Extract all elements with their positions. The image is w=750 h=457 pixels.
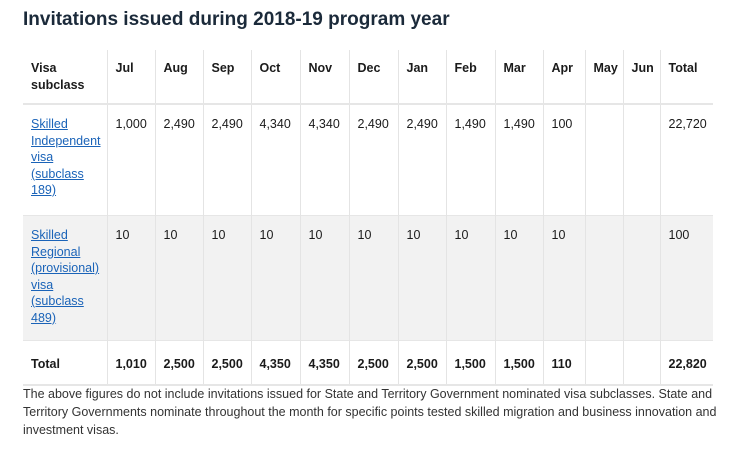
row-label-cell: Skilled Independent visa (subclass 189) bbox=[23, 104, 108, 216]
table-cell: 10 bbox=[495, 215, 544, 341]
table-cell: 2,490 bbox=[349, 104, 399, 216]
invitations-table: Visa subclass Jul Aug Sep Oct Nov Dec Ja… bbox=[23, 50, 713, 386]
total-label: Total bbox=[23, 340, 108, 385]
table-cell: 10 bbox=[446, 215, 496, 341]
table-cell bbox=[623, 104, 661, 216]
table-cell: 10 bbox=[300, 215, 350, 341]
total-cell: 1,500 bbox=[446, 340, 496, 385]
table-cell: 2,490 bbox=[155, 104, 204, 216]
col-header-dec: Dec bbox=[349, 50, 399, 104]
table-cell bbox=[585, 104, 624, 216]
table-cell: 10 bbox=[543, 215, 586, 341]
table-cell: 1,490 bbox=[495, 104, 544, 216]
row-label-cell: Skilled Regional (provisional) visa (sub… bbox=[23, 215, 108, 341]
page-title: Invitations issued during 2018-19 progra… bbox=[23, 9, 450, 30]
total-cell: 4,350 bbox=[251, 340, 301, 385]
table-cell: 2,490 bbox=[398, 104, 447, 216]
total-row: Total 1,010 2,500 2,500 4,350 4,350 2,50… bbox=[23, 340, 713, 385]
table-cell bbox=[585, 215, 624, 341]
table-cell: 10 bbox=[155, 215, 204, 341]
table-cell: 10 bbox=[251, 215, 301, 341]
total-cell: 2,500 bbox=[155, 340, 204, 385]
col-header-jun: Jun bbox=[623, 50, 661, 104]
col-header-visa-subclass: Visa subclass bbox=[23, 50, 108, 104]
col-header-total: Total bbox=[668, 61, 698, 75]
total-cell: 1,010 bbox=[107, 340, 156, 385]
total-cell: 4,350 bbox=[300, 340, 350, 385]
total-cell bbox=[623, 340, 661, 385]
table-cell: 100 bbox=[660, 215, 713, 341]
col-header-jan: Jan bbox=[398, 50, 447, 104]
visa-189-link[interactable]: Skilled Independent visa (subclass 189) bbox=[31, 117, 101, 197]
col-header-aug: Aug bbox=[155, 50, 204, 104]
col-header-jul: Jul bbox=[107, 50, 156, 104]
total-cell: 110 bbox=[543, 340, 586, 385]
footnote: The above figures do not include invitat… bbox=[23, 387, 717, 437]
table-cell: 4,340 bbox=[300, 104, 350, 216]
table-row: Skilled Regional (provisional) visa (sub… bbox=[23, 215, 713, 341]
col-header-nov: Nov bbox=[300, 50, 350, 104]
col-header-apr: Apr bbox=[543, 50, 586, 104]
table-cell: 4,340 bbox=[251, 104, 301, 216]
header-row: Visa subclass Jul Aug Sep Oct Nov Dec Ja… bbox=[23, 50, 713, 104]
table-cell: 10 bbox=[203, 215, 252, 341]
total-cell: 2,500 bbox=[398, 340, 447, 385]
total-cell: 1,500 bbox=[495, 340, 544, 385]
table-cell: 10 bbox=[398, 215, 447, 341]
table-cell bbox=[623, 215, 661, 341]
table-cell: 10 bbox=[107, 215, 156, 341]
table-cell: 1,490 bbox=[446, 104, 496, 216]
table-cell: 22,720 bbox=[668, 117, 707, 131]
col-header-mar: Mar bbox=[495, 50, 544, 104]
table-cell: 100 bbox=[543, 104, 586, 216]
col-header-sep: Sep bbox=[203, 50, 252, 104]
table-cell: 1,000 bbox=[107, 104, 156, 216]
total-cell: 2,500 bbox=[349, 340, 399, 385]
table-row: Skilled Independent visa (subclass 189) … bbox=[23, 104, 713, 216]
table-cell: 10 bbox=[349, 215, 399, 341]
table-cell: 2,490 bbox=[203, 104, 252, 216]
total-cell bbox=[585, 340, 624, 385]
total-cell: 2,500 bbox=[203, 340, 252, 385]
col-header-may: May bbox=[585, 50, 624, 104]
col-header-feb: Feb bbox=[446, 50, 496, 104]
total-cell: 22,820 bbox=[668, 356, 707, 371]
col-header-oct: Oct bbox=[251, 50, 301, 104]
visa-489-link[interactable]: Skilled Regional (provisional) visa (sub… bbox=[31, 228, 100, 325]
